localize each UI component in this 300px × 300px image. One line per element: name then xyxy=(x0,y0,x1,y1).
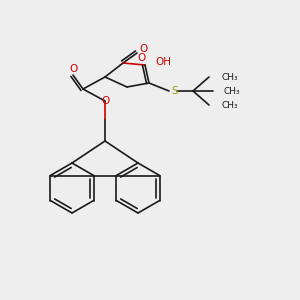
Text: O: O xyxy=(101,96,109,106)
Text: CH₃: CH₃ xyxy=(223,86,240,95)
Text: O: O xyxy=(69,64,77,74)
Text: O: O xyxy=(137,53,145,63)
Text: CH₃: CH₃ xyxy=(221,73,238,82)
Text: OH: OH xyxy=(155,57,171,67)
Text: CH₃: CH₃ xyxy=(221,100,238,109)
Text: O: O xyxy=(139,44,147,54)
Text: S: S xyxy=(172,86,178,96)
